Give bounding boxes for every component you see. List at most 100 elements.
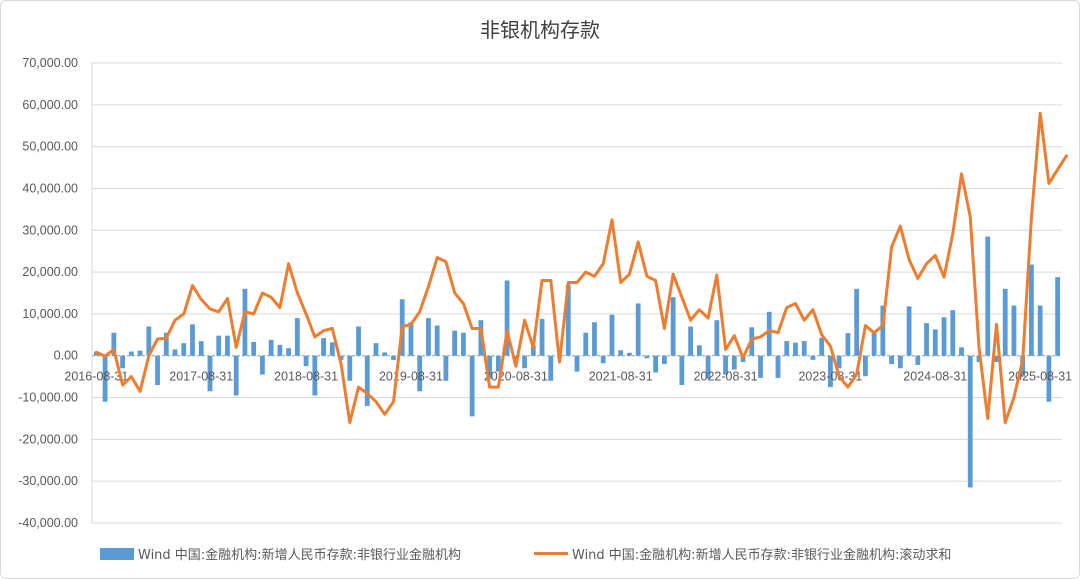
bar [810,355,816,360]
bar [1002,288,1008,356]
bar [452,330,458,356]
x-tick-label: 2016-08-31 [64,370,128,384]
bar [889,355,894,365]
bar [793,342,798,356]
bar [565,284,571,356]
bar [321,338,326,356]
bar [207,355,213,392]
bar [373,343,379,356]
bar [1046,355,1052,402]
legend-item-bar: Wind 中国:金融机构:新增人民币存款:非银行业金融机构 [100,544,461,563]
bar [469,355,475,417]
bar [618,350,624,356]
bar [696,345,702,356]
legend-label-bar: Wind 中国:金融机构:新增人民币存款:非银行业金融机构 [138,548,461,563]
x-tick-label: 2018-08-31 [274,370,338,384]
bar [120,355,125,369]
bar [225,335,230,356]
bar [862,355,868,377]
bar [950,310,956,356]
bar [679,355,685,385]
x-tick-label: 2025-08-31 [1008,370,1072,384]
y-tick-label: 40,000.00 [22,181,78,195]
bar [233,355,239,396]
y-tick-label: 0.00 [54,349,78,363]
bar [836,355,842,369]
bar [627,352,632,356]
bar [924,323,929,356]
bar [242,288,248,356]
bar [364,355,370,406]
bar [155,355,160,385]
bar [897,355,903,369]
bar [688,326,694,356]
bar [871,331,877,356]
bar [539,318,545,356]
chart-title: 非银机构存款 [480,18,600,42]
legend-swatch-bar [100,547,134,560]
bar [260,355,265,375]
y-tick-label: 50,000.00 [22,140,78,154]
bar [102,355,108,402]
y-tick-label: -30,000.00 [18,474,78,488]
legend-label-line: Wind 中国:金融机构:新增人民币存款:非银行业金融机构:滚动求和 [572,548,952,563]
y-tick-label: -20,000.00 [18,432,78,446]
bar [661,355,667,365]
bar [653,355,659,373]
bar [190,324,195,356]
series-line [94,111,1068,425]
bar [181,343,187,356]
y-tick-label: 30,000.00 [22,223,78,237]
bar [985,236,991,356]
bar [1029,264,1034,356]
bar [705,355,711,379]
x-tick-label: 2020-08-31 [484,370,548,384]
y-tick-label: -10,000.00 [18,391,78,405]
bar [644,355,650,359]
x-tick-label: 2024-08-31 [903,370,967,384]
legend-swatch-line [534,552,568,555]
bar [408,322,414,356]
bar [758,355,763,378]
bar [443,355,449,381]
bar [670,297,676,356]
y-tick-label: -40,000.00 [18,516,78,530]
bar [495,355,501,372]
bar [932,329,938,356]
bar [819,337,825,356]
bar [391,355,396,360]
bar [583,332,589,356]
bar [766,311,772,356]
y-tick-label: 20,000.00 [22,265,78,279]
bar [294,318,300,356]
bar [312,355,318,396]
bar [426,318,431,356]
bar [417,355,423,392]
bar [356,326,361,356]
bar [574,355,580,372]
bar [128,351,134,356]
bar [329,342,335,356]
bar [1037,305,1043,356]
bar [347,355,353,381]
bar [994,355,999,362]
x-tick-label: 2021-08-31 [589,370,653,384]
bar [880,305,886,356]
bar [828,355,833,388]
bar [600,355,606,364]
y-tick-label: 70,000.00 [22,56,78,70]
bar [163,332,169,356]
bar [111,332,117,356]
bar [504,280,510,356]
bar [1055,277,1061,356]
bar [146,326,152,356]
bar [487,355,493,379]
bar [198,341,204,356]
bar [609,314,615,356]
legend-item-line: Wind 中国:金融机构:新增人民币存款:非银行业金融机构:滚动求和 [534,544,951,563]
bar [286,348,292,356]
bar [775,355,781,378]
bar [303,355,309,367]
bar [854,288,860,356]
